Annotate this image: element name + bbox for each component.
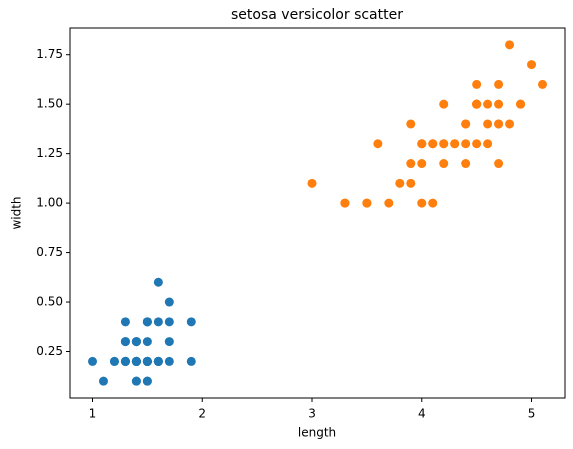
point (417, 139, 427, 149)
y-tick-label: 1.00 (36, 196, 63, 210)
point (142, 376, 152, 386)
point (142, 337, 152, 347)
point (153, 317, 163, 327)
point (472, 139, 482, 149)
x-tick-label: 1 (89, 407, 97, 421)
point (164, 356, 174, 366)
point (494, 99, 504, 109)
point (461, 159, 471, 169)
chart-title: setosa versicolor scatter (231, 7, 403, 23)
point (472, 79, 482, 89)
point (186, 317, 196, 327)
y-tick-label: 0.75 (36, 245, 63, 259)
point (153, 356, 163, 366)
point (384, 198, 394, 208)
point (88, 356, 97, 366)
point (153, 277, 163, 287)
point (472, 99, 482, 109)
point (406, 178, 416, 188)
plot-frame (69, 27, 566, 399)
point (142, 356, 152, 366)
point (439, 99, 449, 109)
point (164, 317, 174, 327)
point (439, 159, 449, 169)
y-tick-label: 0.25 (36, 344, 63, 358)
point (340, 198, 350, 208)
point (98, 376, 108, 386)
x-axis-label: length (298, 426, 336, 440)
x-tick-label: 3 (308, 407, 316, 421)
point (395, 178, 405, 188)
point (131, 337, 141, 347)
point (142, 317, 152, 327)
point (406, 119, 416, 129)
point (505, 119, 515, 129)
x-tick-label: 2 (198, 407, 206, 421)
point (417, 159, 427, 169)
point (373, 139, 383, 149)
point (164, 297, 174, 307)
x-tick-label: 4 (418, 407, 426, 421)
point (505, 40, 515, 50)
point (439, 139, 449, 149)
point (483, 139, 493, 149)
point (120, 337, 130, 347)
y-tick-label: 1.50 (36, 97, 63, 111)
point (120, 356, 130, 366)
point (450, 139, 460, 149)
point (483, 99, 493, 109)
y-tick-label: 1.75 (36, 47, 63, 61)
point (307, 178, 317, 188)
point (428, 198, 438, 208)
x-tick-label: 5 (528, 407, 536, 421)
point (164, 337, 174, 347)
point (186, 356, 196, 366)
point (109, 356, 119, 366)
y-axis-label: width (10, 196, 24, 229)
point (131, 376, 141, 386)
y-tick-label: 1.25 (36, 146, 63, 160)
point (516, 99, 526, 109)
y-tick-label: 0.50 (36, 295, 63, 309)
point (428, 139, 438, 149)
point (131, 356, 141, 366)
point (417, 198, 427, 208)
point (494, 159, 504, 169)
point (527, 60, 537, 70)
point (461, 139, 471, 149)
point (494, 119, 504, 129)
point (461, 119, 471, 129)
point (406, 159, 416, 169)
point (483, 119, 493, 129)
point (120, 317, 130, 327)
point (538, 79, 547, 89)
point (494, 79, 504, 89)
point (362, 198, 372, 208)
